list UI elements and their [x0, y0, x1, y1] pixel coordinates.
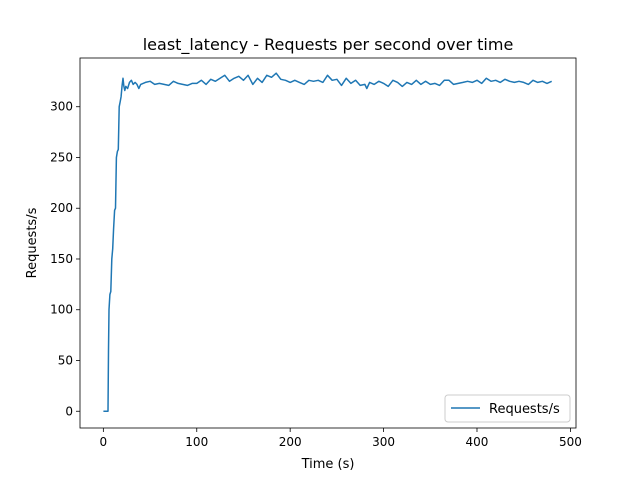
legend-label-requests-per-second: Requests/s — [489, 402, 560, 417]
series-line-requests-per-second — [103, 72, 553, 413]
x-tick-label: 200 — [279, 435, 302, 449]
y-tick-label: 200 — [50, 201, 73, 215]
y-tick-label: 300 — [50, 100, 73, 114]
y-axis-label: Requests/s — [25, 207, 40, 278]
x-tick-label: 0 — [100, 435, 108, 449]
y-tick-label: 100 — [50, 303, 73, 317]
y-tick-label: 50 — [58, 353, 73, 367]
legend-box — [444, 394, 571, 423]
x-tick-label: 500 — [559, 435, 582, 449]
y-tick-label: 250 — [50, 150, 73, 164]
x-tick-label: 400 — [466, 435, 489, 449]
x-axis-label: Time (s) — [301, 457, 355, 472]
y-axis-ticks: 0 50 100 150 200 250 300 — [50, 100, 80, 418]
chart-title: least_latency - Requests per second over… — [143, 35, 514, 55]
legend: Requests/s — [444, 394, 571, 423]
x-axis-ticks: 0 100 200 300 400 500 — [100, 428, 582, 449]
x-tick-label: 300 — [372, 435, 395, 449]
y-tick-label: 150 — [50, 252, 73, 266]
y-tick-label: 0 — [65, 404, 73, 418]
x-tick-label: 100 — [185, 435, 208, 449]
plot-area-frame — [79, 57, 577, 429]
